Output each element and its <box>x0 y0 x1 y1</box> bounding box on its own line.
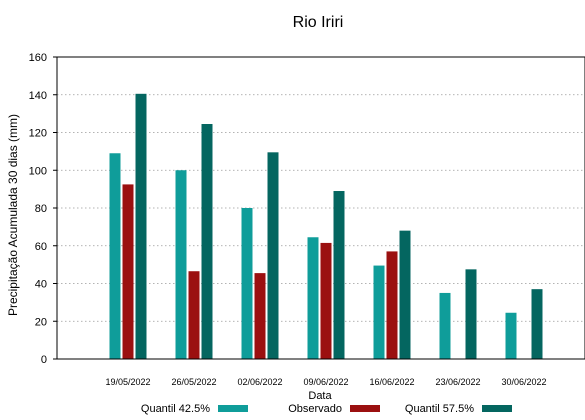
x-tick-label: 30/06/2022 <box>501 377 546 387</box>
legend-swatch <box>482 405 512 412</box>
bar-quantil-57-5 <box>399 230 411 359</box>
bar-observado <box>320 242 332 359</box>
y-tick-label: 80 <box>35 203 47 215</box>
bar-observado <box>188 271 200 359</box>
y-tick-label: 20 <box>35 316 47 328</box>
bar-quantil-57-5 <box>531 289 543 359</box>
legend-label: Quantil 57.5% <box>405 403 474 415</box>
bar-quantil-57-5 <box>201 124 213 359</box>
bar-quantil-57-5 <box>465 269 477 359</box>
y-tick-label: 60 <box>35 241 47 253</box>
x-tick-label: 26/05/2022 <box>171 377 216 387</box>
y-tick-label: 160 <box>29 52 47 64</box>
bar-quantil-42-5 <box>307 237 319 359</box>
x-tick-label: 23/06/2022 <box>435 377 480 387</box>
bar-quantil-57-5 <box>267 152 279 359</box>
bar-quantil-57-5 <box>135 93 147 360</box>
bar-quantil-42-5 <box>439 292 451 359</box>
y-tick-label: 140 <box>29 90 47 102</box>
x-axis-ticks: 19/05/2022 26/05/2022 02/06/2022 09/06/2022… <box>105 377 546 387</box>
legend-label: Observado <box>288 403 342 415</box>
bar-quantil-42-5 <box>373 265 385 359</box>
y-axis-label: Precipitação Acumulada 30 dias (mm) <box>6 114 20 316</box>
legend-swatch <box>218 405 248 412</box>
bar-quantil-42-5 <box>505 312 517 359</box>
legend-label: Quantil 42.5% <box>141 403 210 415</box>
y-tick-label: 0 <box>41 354 47 366</box>
y-tick-label: 40 <box>35 279 47 291</box>
x-axis-label: Data <box>308 390 332 402</box>
y-tick-label: 100 <box>29 165 47 177</box>
bar-quantil-42-5 <box>241 208 253 359</box>
y-axis-ticks: 0 20 40 60 80 100 120 140 160 <box>29 52 57 366</box>
x-tick-label: 09/06/2022 <box>303 377 348 387</box>
chart-title: Rio Iriri <box>293 14 344 31</box>
bar-observado <box>254 273 266 359</box>
y-tick-label: 120 <box>29 128 47 140</box>
legend-swatch <box>350 405 380 412</box>
x-tick-label: 16/06/2022 <box>369 377 414 387</box>
bar-quantil-57-5 <box>333 191 345 359</box>
x-tick-label: 19/05/2022 <box>105 377 150 387</box>
x-tick-label: 02/06/2022 <box>237 377 282 387</box>
bars <box>109 93 543 360</box>
bar-quantil-42-5 <box>109 153 121 359</box>
legend: Quantil 42.5% Observado Quantil 57.5% <box>141 403 512 415</box>
bar-observado <box>122 184 134 359</box>
bar-observado <box>386 251 398 359</box>
bar-quantil-42-5 <box>175 170 187 359</box>
